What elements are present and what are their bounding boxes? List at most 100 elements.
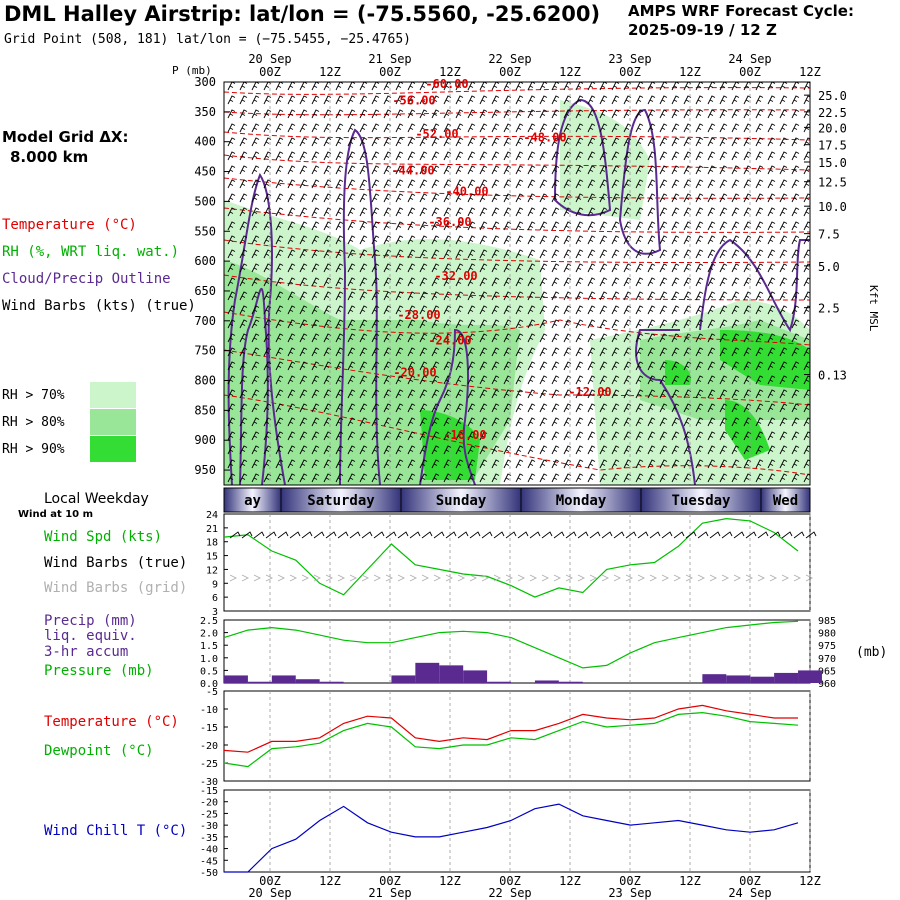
wind-barb: [479, 263, 488, 273]
wind-barb: [707, 123, 716, 133]
wind-barb: [335, 95, 344, 105]
pressure-right-tick-label: 985: [818, 616, 836, 627]
wind-barb: [395, 333, 404, 343]
wind-barb: [287, 263, 296, 273]
wind-barb: [395, 389, 404, 399]
wind-barb: [311, 137, 320, 147]
wind-barb: [491, 305, 500, 315]
wind-barb: [587, 82, 596, 91]
wind-barb: [731, 445, 740, 455]
wind-barb: [359, 473, 368, 483]
wind-barb: [227, 109, 236, 119]
wind-barb: [779, 473, 788, 483]
wind-barb: [443, 277, 452, 287]
wind-barb: [407, 82, 416, 91]
wind-barb: [455, 291, 464, 301]
wind-barb: [767, 235, 776, 245]
temperature-contour-8: [224, 311, 810, 346]
wind-barb: [587, 207, 596, 217]
wind-barb: [611, 207, 620, 217]
wind-barb: [659, 305, 668, 315]
wind-barb: [515, 82, 524, 91]
wind-barb: [311, 291, 320, 301]
wind-barb: [671, 305, 680, 315]
wind-barb: [311, 431, 320, 441]
grid-wind-barb: [349, 574, 358, 582]
wind-barb: [263, 361, 272, 371]
wind-chill-panel-tick-label: -20: [200, 798, 218, 809]
wind-barb: [599, 459, 608, 469]
wind-barb: [359, 403, 368, 413]
wind-barb: [335, 333, 344, 343]
wind-barb: [707, 263, 716, 273]
wind-barb: [647, 445, 656, 455]
wind-barb: [767, 417, 776, 427]
wind-barb: [731, 305, 740, 315]
surface-wind-barb: [505, 531, 517, 539]
grid-wind-barb: [253, 574, 262, 582]
wind-barb: [647, 417, 656, 427]
wind-barb: [227, 221, 236, 231]
wind-barb: [791, 151, 800, 161]
wind-barb: [551, 123, 560, 133]
wind-barb: [791, 473, 800, 483]
wind-barb: [275, 347, 284, 357]
wind-barb: [299, 291, 308, 301]
wind-barb: [431, 179, 440, 189]
wind-barb: [707, 82, 716, 91]
wind-barb: [599, 193, 608, 203]
rh-shade-8: [665, 360, 691, 385]
wind-barb: [743, 151, 752, 161]
wind-barb: [611, 165, 620, 175]
wind-barb: [467, 375, 476, 385]
wind-barb: [299, 151, 308, 161]
wind-barb: [491, 375, 500, 385]
wind-barb: [527, 445, 536, 455]
wind-barb: [587, 137, 596, 147]
wind-barb: [767, 137, 776, 147]
wind-barb: [731, 417, 740, 427]
wind-barb: [263, 109, 272, 119]
wind-barb: [719, 263, 728, 273]
wind-barb: [455, 249, 464, 259]
wind-barb: [779, 151, 788, 161]
wind-barb: [431, 207, 440, 217]
wind-barb: [239, 375, 248, 385]
top-time-tick: 12Z: [679, 65, 701, 79]
wind-speed-panel-tick-label: 24: [206, 510, 218, 521]
wind-barb: [587, 221, 596, 231]
wind-barb: [227, 291, 236, 301]
wind-barb: [359, 137, 368, 147]
wind-barb: [647, 263, 656, 273]
wind-barb: [359, 445, 368, 455]
wind-barb: [299, 473, 308, 483]
wind-barb: [335, 151, 344, 161]
wind-barb: [743, 319, 752, 329]
wind-barb: [803, 207, 810, 217]
wind-barb: [275, 109, 284, 119]
legend-temperature: Temperature (°C): [2, 217, 137, 233]
wind-barb: [239, 361, 248, 371]
wind-barb: [575, 82, 584, 91]
wind-barb: [683, 235, 692, 245]
wind-barb: [407, 333, 416, 343]
wind-barb: [299, 277, 308, 287]
bottom-time-tick: 00Z: [259, 874, 281, 888]
grid-wind-barb: [301, 574, 310, 582]
wind-barb: [419, 109, 428, 119]
wind-barb: [527, 123, 536, 133]
wind-barb: [527, 137, 536, 147]
wind-barb: [227, 459, 236, 469]
wind-barb: [743, 235, 752, 245]
wind-barb: [239, 431, 248, 441]
wind-barb: [719, 459, 728, 469]
wind-barb: [551, 263, 560, 273]
wind-barb: [611, 151, 620, 161]
wind-barb: [803, 123, 810, 133]
precip-accum-label: 3-hr accum: [44, 644, 129, 660]
wind-barb: [599, 361, 608, 371]
wind-barb: [539, 207, 548, 217]
wind-barb: [683, 151, 692, 161]
wind-barb: [419, 137, 428, 147]
wind-barb: [467, 305, 476, 315]
